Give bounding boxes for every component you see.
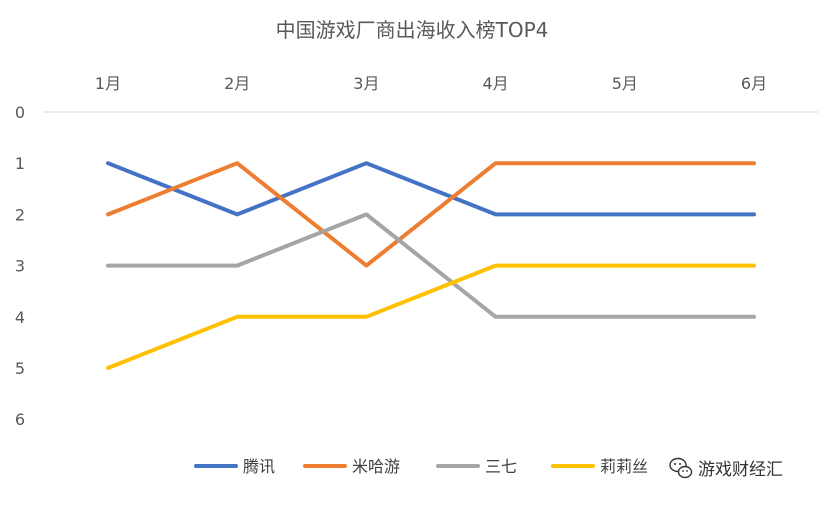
y-tick-labels: 0 1 2 3 4 5 6 xyxy=(15,103,25,429)
series-line-三七 xyxy=(106,212,756,319)
y-tick-label: 5 xyxy=(15,359,25,378)
x-tick-label: 6月 xyxy=(741,74,767,93)
x-tick-label: 5月 xyxy=(612,74,638,93)
series-lines xyxy=(106,161,756,370)
legend-label: 三七 xyxy=(485,457,517,476)
wechat-icon xyxy=(669,457,693,479)
legend-item: 莉莉丝 xyxy=(551,457,648,476)
x-tick-label: 3月 xyxy=(353,74,379,93)
legend-label: 米哈游 xyxy=(352,457,400,476)
legend-label: 腾讯 xyxy=(243,457,275,476)
y-tick-label: 3 xyxy=(15,257,25,276)
series-line-莉莉丝 xyxy=(106,263,756,370)
watermark-text: 游戏财经汇 xyxy=(698,460,783,480)
x-tick-label: 1月 xyxy=(95,74,121,93)
legend-item: 三七 xyxy=(436,457,517,476)
legend-item: 腾讯 xyxy=(194,457,275,476)
watermark: 游戏财经汇 xyxy=(669,457,783,480)
series-line-腾讯 xyxy=(106,161,756,217)
x-tick-label: 2月 xyxy=(224,74,250,93)
y-tick-label: 2 xyxy=(15,205,25,224)
chart-title: 中国游戏厂商出海收入榜TOP4 xyxy=(276,18,549,42)
legend-label: 莉莉丝 xyxy=(600,457,648,476)
legend: 腾讯 米哈游 三七 莉莉丝 xyxy=(194,457,648,476)
x-tick-labels: 1月 2月 3月 4月 5月 6月 xyxy=(95,74,767,93)
x-tick-label: 4月 xyxy=(483,74,509,93)
series-line-米哈游 xyxy=(106,161,756,268)
legend-item: 米哈游 xyxy=(303,457,400,476)
y-tick-label: 0 xyxy=(15,103,25,122)
y-tick-label: 6 xyxy=(15,410,25,429)
y-tick-label: 1 xyxy=(15,154,25,173)
y-tick-label: 4 xyxy=(15,308,25,327)
